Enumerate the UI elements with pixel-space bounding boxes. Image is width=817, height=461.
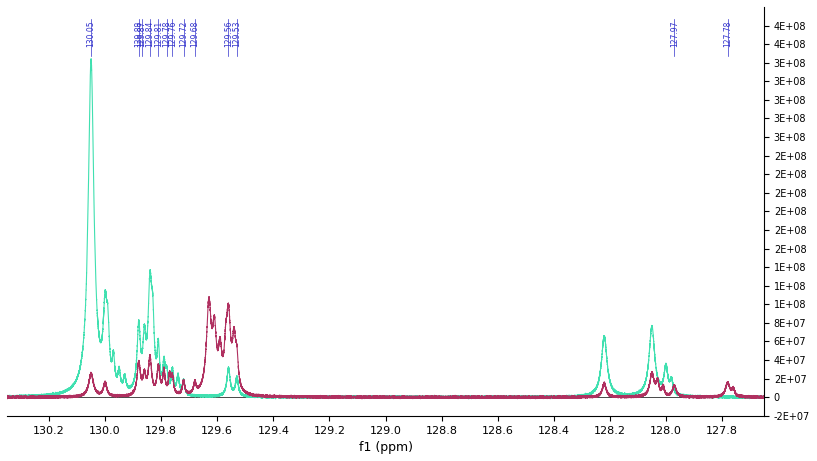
Text: 129.76: 129.76 [167, 20, 177, 47]
Text: 129.84: 129.84 [145, 21, 154, 47]
Text: 127.78: 127.78 [723, 21, 732, 47]
Text: 129.68: 129.68 [190, 21, 199, 47]
Text: 129.81: 129.81 [154, 21, 163, 47]
X-axis label: f1 (ppm): f1 (ppm) [359, 441, 413, 454]
Text: 127.97: 127.97 [670, 20, 679, 47]
Text: 129.78: 129.78 [163, 21, 172, 47]
Text: 129.72: 129.72 [179, 21, 188, 47]
Text: 129.56: 129.56 [224, 20, 233, 47]
Text: 130.05: 130.05 [87, 20, 96, 47]
Text: 129.88: 129.88 [134, 21, 143, 47]
Text: 129.87: 129.87 [137, 21, 146, 47]
Text: 129.53: 129.53 [232, 20, 241, 47]
